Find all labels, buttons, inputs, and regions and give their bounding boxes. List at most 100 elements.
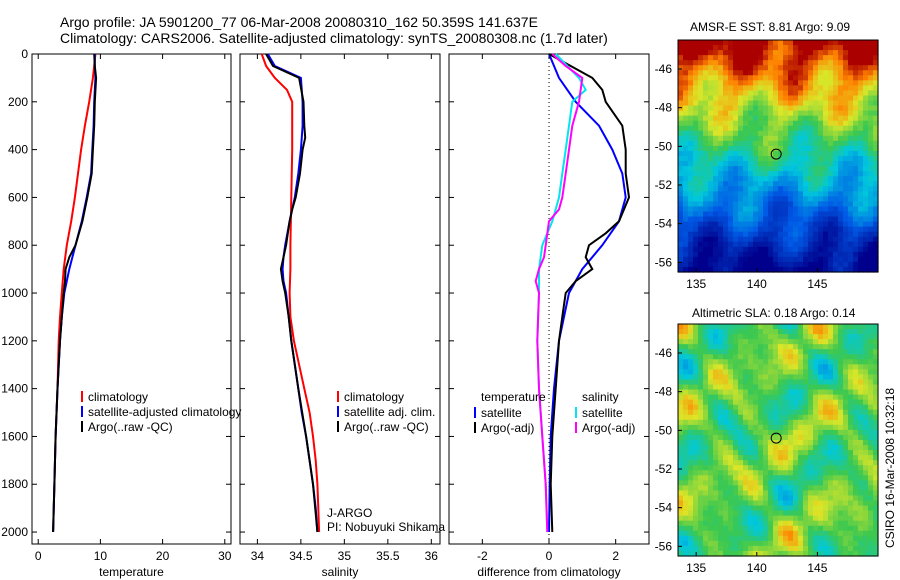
- sla-map-cell: [708, 374, 714, 381]
- sst-map-cell: [713, 191, 719, 197]
- sla-map-cell: [853, 374, 859, 381]
- sla-map-cell: [748, 510, 754, 517]
- sla-map-cell: [793, 344, 799, 350]
- sst-map-cell: [753, 75, 759, 81]
- sla-map-cell: [848, 334, 854, 340]
- sla-map-cell: [703, 369, 709, 376]
- sla-map-cell: [848, 530, 854, 537]
- sst-map-cell: [868, 150, 874, 157]
- sla-map-cell: [813, 490, 819, 497]
- sla-map-cell: [838, 445, 844, 451]
- sla-map-cell: [793, 379, 799, 386]
- sla-map-cell: [778, 505, 784, 512]
- sla-map-cell: [753, 450, 759, 456]
- sla-map-cell: [803, 329, 809, 335]
- sla-map-cell: [858, 379, 864, 386]
- sst-map-cell: [778, 125, 784, 132]
- sst-map-cell: [808, 251, 814, 258]
- sst-map-cell: [718, 166, 724, 172]
- sla-map-cell: [873, 550, 879, 557]
- sla-map-cell: [763, 344, 769, 350]
- sst-map-cell: [698, 125, 704, 132]
- sst-map-cell: [838, 130, 844, 137]
- sla-map-cell: [793, 419, 799, 426]
- sst-map-cell: [843, 75, 849, 81]
- sla-map-cell: [868, 450, 874, 456]
- sla-map-cell: [693, 475, 699, 481]
- sla-map-cell: [823, 359, 829, 365]
- sst-map-cell: [828, 85, 834, 92]
- sla-map-cell: [718, 460, 724, 466]
- sla-map-cell: [773, 404, 779, 411]
- sla-map-cell: [778, 530, 784, 537]
- sla-map-cell: [863, 434, 869, 441]
- sst-map-cell: [763, 176, 769, 182]
- sla-map-cell: [713, 394, 719, 401]
- sst-map-cell: [758, 236, 764, 243]
- sla-map-cell: [868, 349, 874, 355]
- sst-map-cell: [758, 266, 764, 273]
- sst-map-cell: [843, 176, 849, 182]
- sla-map-cell: [798, 510, 804, 517]
- sla-map-cell: [713, 409, 719, 416]
- sla-map-cell: [748, 424, 754, 431]
- sla-map-cell: [863, 334, 869, 340]
- sla-map-cell: [743, 450, 749, 456]
- sst-map-cell: [773, 120, 779, 127]
- sla-map-cell: [833, 344, 839, 350]
- sla-map-cell: [778, 440, 784, 446]
- sla-map-cell: [778, 450, 784, 456]
- sla-map-cell: [708, 470, 714, 476]
- sst-map-cell: [708, 145, 714, 152]
- sst-map-cell: [763, 115, 769, 122]
- sla-map-cell: [728, 465, 734, 471]
- sst-map-cell: [738, 191, 744, 197]
- sla-map-cell: [733, 455, 739, 461]
- sst-map-cell: [688, 60, 694, 66]
- sla-map-cell: [723, 550, 729, 557]
- sst-map-cell: [723, 241, 729, 248]
- sla-map-cell: [718, 424, 724, 431]
- sla-map-cell: [823, 374, 829, 381]
- sla-map-cell: [818, 515, 824, 522]
- sst-map-cell: [698, 150, 704, 157]
- sst-map-cell: [788, 95, 794, 102]
- sst-map-cell: [778, 110, 784, 117]
- sla-map-cell: [753, 399, 759, 406]
- sst-map-cell: [838, 191, 844, 197]
- sst-map-cell: [818, 236, 824, 243]
- sst-map-cell: [853, 135, 859, 142]
- sla-map-cell: [693, 404, 699, 411]
- sst-map-cell: [708, 75, 714, 81]
- sst-map-cell: [873, 206, 879, 213]
- sla-map-cell: [758, 394, 764, 401]
- sla-map-cell: [833, 460, 839, 466]
- sla-map-cell: [718, 455, 724, 461]
- sst-map-cell: [853, 251, 859, 258]
- sla-map-cell: [723, 374, 729, 381]
- sla-map-cell: [773, 540, 779, 547]
- sst-map-cell: [828, 196, 834, 202]
- sst-map-cell: [858, 256, 864, 263]
- sla-map-cell: [708, 465, 714, 471]
- sst-map-cell: [768, 221, 774, 228]
- sst-map-cell: [843, 105, 849, 112]
- sla-map-cell: [858, 490, 864, 497]
- sla-map-cell: [723, 324, 729, 330]
- sla-map-cell: [778, 475, 784, 481]
- sst-map-cell: [743, 206, 749, 213]
- sla-map-cell: [833, 364, 839, 370]
- sst-map-cell: [778, 120, 784, 127]
- sst-map-cell: [678, 266, 684, 273]
- sla-map-cell: [813, 379, 819, 386]
- sst-map-cell: [748, 120, 754, 127]
- sst-map-cell: [843, 120, 849, 127]
- sla-map-cell: [838, 500, 844, 507]
- sst-map-cell: [853, 115, 859, 122]
- sst-map-cell: [848, 191, 854, 197]
- sst-map-cell: [838, 145, 844, 152]
- sst-map-cell: [798, 60, 804, 66]
- sla-map-cell: [733, 500, 739, 507]
- sla-map-cell: [788, 465, 794, 471]
- sst-map-cell: [763, 246, 769, 253]
